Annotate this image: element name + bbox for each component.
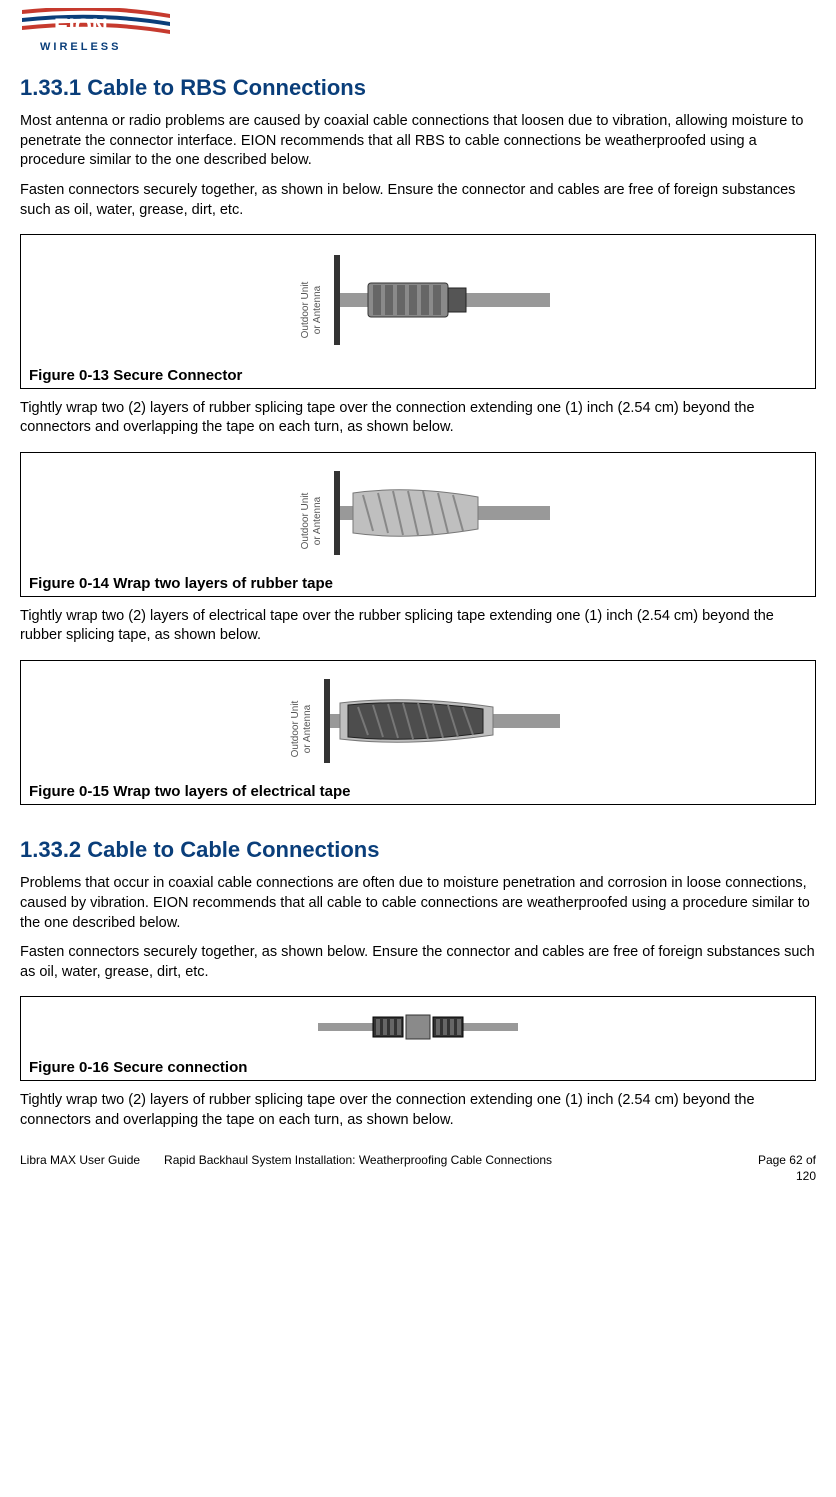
svg-text:Outdoor Unit: Outdoor Unit: [300, 281, 311, 338]
section-1-para-2: Fasten connectors securely together, as …: [20, 181, 816, 220]
section-1-number: 1.33.1: [20, 75, 81, 100]
footer-page-bottom: 120: [796, 1169, 816, 1183]
svg-text:EION: EION: [54, 14, 108, 39]
footer-section-path: Rapid Backhaul System Installation: Weat…: [152, 1152, 746, 1184]
svg-text:Outdoor Unit: Outdoor Unit: [290, 700, 301, 757]
figure-0-13-image: Outdoor Unit or Antenna: [29, 241, 807, 364]
section-1-para-3: Tightly wrap two (2) layers of rubber sp…: [20, 399, 816, 438]
figure-0-15-caption: Figure 0-15 Wrap two layers of electrica…: [29, 782, 807, 802]
svg-text:or Antenna: or Antenna: [312, 285, 323, 334]
figure-0-16-image: [29, 1003, 807, 1056]
figure-0-14: Outdoor Unit or Antenna Figure 0-14 Wrap…: [20, 452, 816, 597]
footer-page-number: Page 62 of 120: [758, 1152, 816, 1184]
brand-logo: EION WIRELESS: [20, 8, 816, 61]
section-2-title: Cable to Cable Connections: [87, 837, 379, 862]
section-1-heading: 1.33.1 Cable to RBS Connections: [20, 73, 816, 103]
svg-text:WIRELESS: WIRELESS: [40, 41, 121, 53]
section-2-para-1: Problems that occur in coaxial cable con…: [20, 874, 816, 933]
figure-0-13: Outdoor Unit or Antenna Figure 0-13 Secu…: [20, 234, 816, 389]
footer-doc-title: Libra MAX User Guide: [20, 1152, 140, 1184]
section-1-para-1: Most antenna or radio problems are cause…: [20, 112, 816, 171]
section-2-heading: 1.33.2 Cable to Cable Connections: [20, 835, 816, 865]
footer-page-top: Page 62 of: [758, 1153, 816, 1167]
figure-0-16: Figure 0-16 Secure connection: [20, 996, 816, 1081]
section-2-para-2: Fasten connectors securely together, as …: [20, 943, 816, 982]
svg-text:or Antenna: or Antenna: [312, 496, 323, 545]
figure-0-15: Outdoor Unit or Antenna Figure 0-15 Wrap…: [20, 660, 816, 805]
page-footer: Libra MAX User Guide Rapid Backhaul Syst…: [20, 1152, 816, 1184]
figure-0-13-caption: Figure 0-13 Secure Connector: [29, 366, 807, 386]
svg-text:Outdoor Unit: Outdoor Unit: [300, 492, 311, 549]
section-2-para-3: Tightly wrap two (2) layers of rubber sp…: [20, 1091, 816, 1130]
section-1-para-4: Tightly wrap two (2) layers of electrica…: [20, 607, 816, 646]
section-1-title: Cable to RBS Connections: [87, 75, 366, 100]
section-2-number: 1.33.2: [20, 837, 81, 862]
figure-0-16-caption: Figure 0-16 Secure connection: [29, 1058, 807, 1078]
svg-text:or Antenna: or Antenna: [302, 704, 313, 753]
figure-0-15-image: Outdoor Unit or Antenna: [29, 667, 807, 780]
figure-0-14-caption: Figure 0-14 Wrap two layers of rubber ta…: [29, 574, 807, 594]
figure-0-14-image: Outdoor Unit or Antenna: [29, 459, 807, 572]
